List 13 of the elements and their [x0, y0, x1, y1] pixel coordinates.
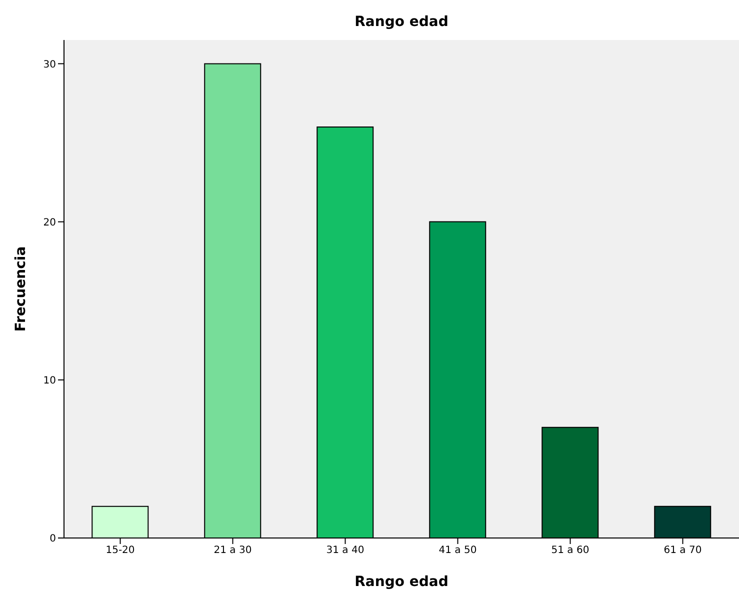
x-tick-label: 41 a 50 — [438, 545, 477, 556]
x-tick-label: 31 a 40 — [326, 545, 364, 556]
x-tick-label: 51 a 60 — [551, 545, 590, 556]
y-axis-title: Frecuencia — [12, 246, 29, 332]
y-tick-label: 0 — [50, 534, 56, 545]
x-axis-title: Rango edad — [354, 574, 448, 590]
y-tick-label: 30 — [43, 59, 56, 70]
y-tick-label: 20 — [43, 217, 56, 228]
y-tick-label: 10 — [43, 375, 56, 386]
x-tick-label: 61 a 70 — [664, 545, 702, 556]
x-tick-label: 21 a 30 — [214, 545, 252, 556]
chart-title: Rango edad — [354, 14, 450, 30]
x-tick-label: 15-20 — [106, 545, 135, 556]
